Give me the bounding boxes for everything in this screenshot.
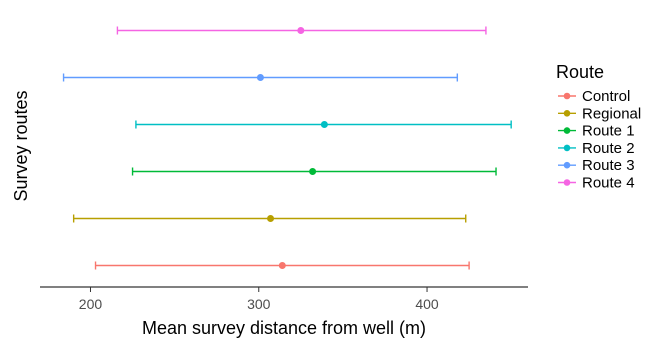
- x-axis-ticks: 200 300 400: [79, 287, 439, 312]
- mean-point: [320, 121, 328, 128]
- errorbar-route-3: [62, 73, 459, 82]
- legend-label: Route 4: [582, 175, 635, 192]
- legend-key-point: [563, 179, 571, 186]
- legend-key-point: [563, 161, 571, 169]
- legend-label: Control: [582, 88, 630, 105]
- legend-item-regional: Regional: [558, 105, 641, 122]
- x-axis-title: Mean survey distance from well (m): [142, 318, 426, 338]
- legend-key-point: [563, 144, 571, 152]
- errorbar-route-2: [135, 120, 512, 129]
- legend-item-route-3: Route 3: [558, 157, 635, 174]
- mean-point: [267, 215, 275, 222]
- legend-key-point: [563, 92, 571, 100]
- legend-item-route-4: Route 4: [558, 175, 635, 192]
- legend-label: Route 1: [582, 123, 635, 140]
- legend-item-route-1: Route 1: [558, 123, 635, 140]
- chart-marks: [62, 26, 512, 270]
- y-axis-title: Survey routes: [11, 90, 31, 201]
- legend-key-point: [563, 127, 571, 134]
- x-tick-label: 400: [415, 296, 439, 312]
- legend-label: Route 2: [582, 140, 635, 157]
- mean-point: [278, 262, 286, 269]
- legend-title: Route: [556, 62, 604, 82]
- errorbar-route-1: [131, 167, 497, 176]
- errorbar-route-4: [116, 26, 487, 35]
- mean-point: [309, 168, 317, 175]
- legend-key-point: [563, 110, 571, 117]
- mean-point: [297, 27, 305, 34]
- errorbar-regional: [72, 214, 467, 223]
- x-tick-label: 200: [79, 296, 103, 312]
- x-tick-label: 300: [247, 296, 271, 312]
- mean-point: [256, 74, 264, 81]
- legend-item-control: Control: [558, 88, 630, 105]
- errorbar-control: [94, 261, 470, 270]
- legend-label: Regional: [582, 105, 641, 122]
- legend-item-route-2: Route 2: [558, 140, 635, 157]
- legend-label: Route 3: [582, 157, 635, 174]
